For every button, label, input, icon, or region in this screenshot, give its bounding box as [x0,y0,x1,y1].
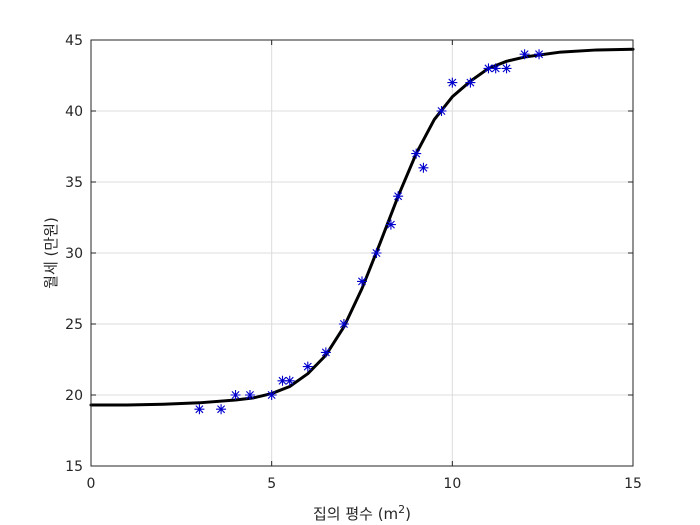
x-axis-title-superscript: 2 [398,503,405,516]
data-point [385,219,396,230]
data-point [447,77,458,88]
data-point [411,148,422,159]
data-point [519,49,530,60]
x-axis-title-close: ) [405,505,411,523]
fitted-curve-line [89,47,635,407]
data-point [490,63,501,74]
data-points [194,49,545,415]
data-point [465,77,476,88]
data-point [194,404,205,415]
data-point [501,63,512,74]
x-axis-title-base: 집의 평수 (m [313,505,398,523]
data-point [266,390,277,400]
y-tick-label: 20 [65,388,83,404]
y-tick-label: 30 [65,246,83,262]
y-tick-label: 45 [65,33,83,49]
data-point [338,319,349,329]
y-axis-title: 월세 (만원) [42,217,60,289]
data-point [418,162,429,173]
data-point [244,390,255,400]
data-point [277,375,288,386]
tick-labels: 0 5 10 15 15 20 25 30 35 40 45 [65,33,642,492]
data-point [371,248,382,258]
y-tick-label: 40 [65,104,83,120]
y-tick-label: 15 [65,459,83,475]
data-point [216,404,227,415]
data-point [302,361,313,372]
data-point [230,390,241,400]
data-point [320,347,331,358]
data-point [483,63,494,74]
y-tick-label: 35 [65,175,83,191]
data-point [534,49,545,60]
y-tick-label: 25 [65,317,83,333]
x-tick-label: 15 [624,476,642,492]
data-point [284,375,295,386]
x-tick-label: 10 [443,476,461,492]
data-point [393,191,404,202]
fitted-curve [89,47,635,407]
ticks [90,39,634,467]
data-point [436,106,447,116]
data-point [357,276,367,287]
x-axis-title: 집의 평수 (m2) [313,503,411,523]
x-tick-label: 5 [267,476,276,492]
x-tick-label: 0 [87,476,96,492]
